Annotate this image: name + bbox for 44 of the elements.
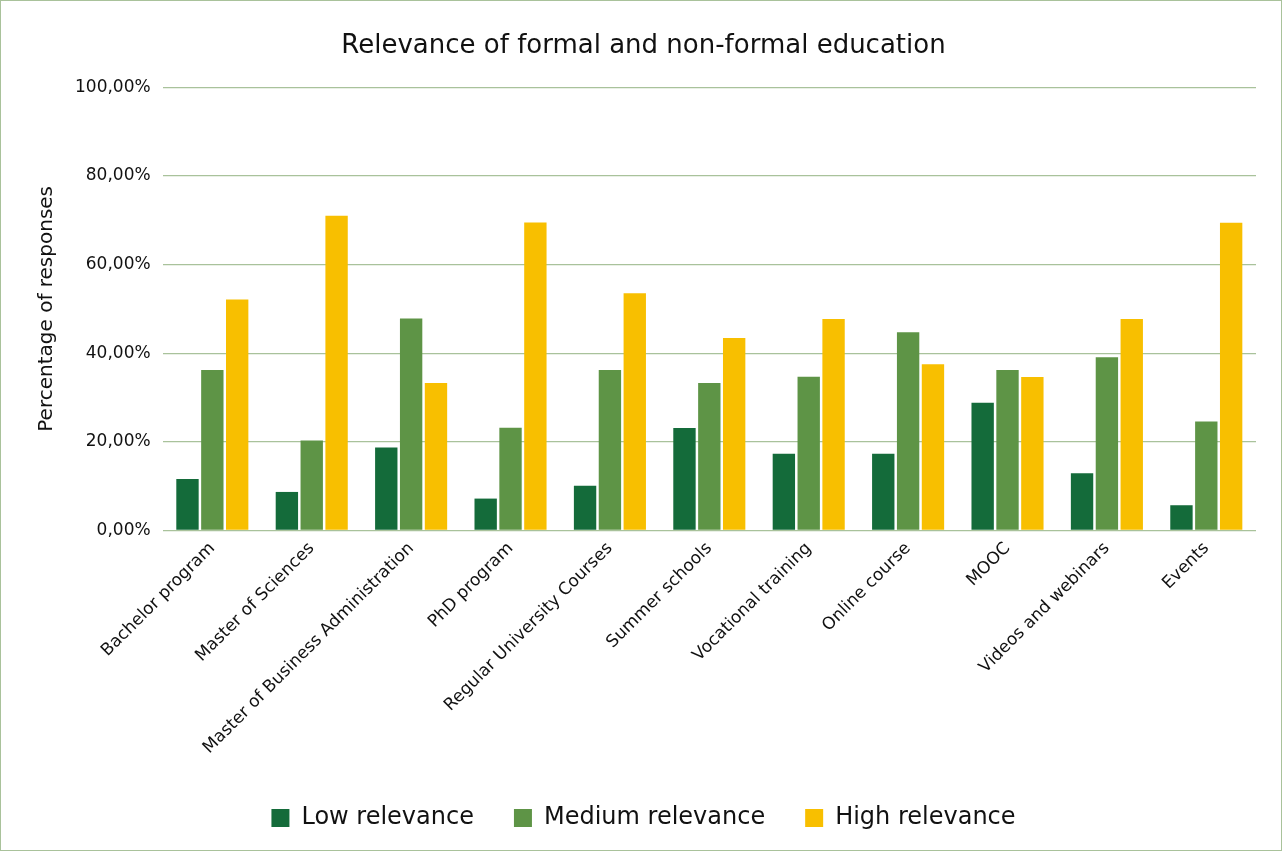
y-axis-title: Percentage of responses: [33, 185, 58, 432]
chart-title: Relevance of formal and non-formal education: [341, 29, 946, 60]
bar: [822, 319, 845, 530]
y-tick-label: 60,00%: [85, 252, 151, 273]
bar: [797, 376, 820, 530]
bar: [1195, 421, 1218, 530]
y-tick-label: 20,00%: [85, 430, 151, 451]
bar: [996, 370, 1019, 530]
bar: [375, 447, 398, 530]
y-tick-label: 80,00%: [85, 164, 151, 185]
bar: [325, 215, 348, 530]
bar: [1095, 357, 1119, 530]
bar: [1070, 473, 1094, 530]
bar: [896, 332, 920, 530]
bar: [971, 402, 994, 530]
bar: [275, 491, 299, 530]
bar: [673, 428, 696, 530]
bar: [921, 364, 945, 530]
bar: [201, 370, 224, 530]
bar: [474, 498, 497, 530]
bar: [698, 382, 721, 530]
y-tick-label: 40,00%: [85, 341, 151, 362]
bar: [399, 318, 423, 530]
bar: [300, 440, 323, 530]
bar: [424, 382, 448, 530]
bar: [722, 338, 746, 530]
bar: [1120, 319, 1143, 530]
bar: [176, 479, 199, 530]
bar: [1170, 505, 1193, 530]
bar: [226, 299, 249, 530]
bar: [872, 453, 895, 530]
bar: [772, 453, 796, 530]
y-tick-label: 0,00%: [96, 518, 151, 539]
bar: [1219, 222, 1243, 530]
bar: [598, 370, 622, 530]
y-tick-label: 100,00%: [75, 75, 151, 96]
legend-label: Medium relevance: [543, 802, 766, 831]
bar: [1021, 377, 1044, 530]
bar: [499, 427, 522, 530]
legend-label: High relevance: [835, 802, 1016, 831]
bar: [524, 222, 547, 530]
bar: [623, 293, 646, 530]
bar: [573, 485, 597, 530]
legend-label: Low relevance: [301, 802, 474, 831]
